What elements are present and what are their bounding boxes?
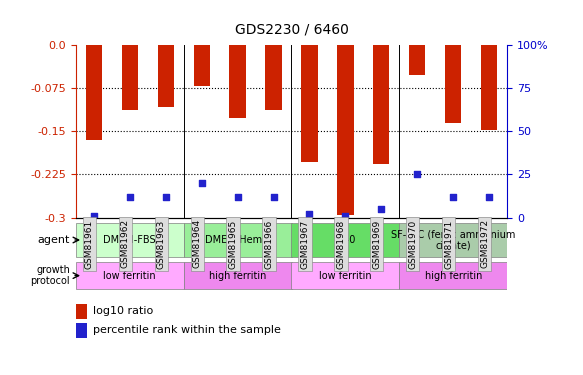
Point bbox=[413, 171, 422, 177]
Bar bbox=[76, 262, 184, 289]
Point bbox=[233, 194, 242, 200]
Text: SF-FAC (ferric ammonium
citrate): SF-FAC (ferric ammonium citrate) bbox=[391, 229, 515, 251]
Text: GSM81971: GSM81971 bbox=[444, 219, 454, 268]
Bar bbox=[265, 45, 282, 110]
Bar bbox=[301, 45, 318, 162]
Text: GSM81967: GSM81967 bbox=[300, 219, 310, 268]
Text: growth
protocol: growth protocol bbox=[30, 265, 70, 286]
Bar bbox=[399, 262, 507, 289]
Text: GSM81964: GSM81964 bbox=[192, 219, 202, 268]
Bar bbox=[76, 223, 184, 257]
Point bbox=[305, 211, 314, 217]
Text: GSM81965: GSM81965 bbox=[229, 219, 238, 268]
Bar bbox=[292, 223, 399, 257]
Bar bbox=[122, 45, 138, 110]
Text: low ferritin: low ferritin bbox=[319, 271, 372, 280]
Point bbox=[340, 213, 350, 219]
Bar bbox=[373, 45, 389, 164]
Bar bbox=[338, 45, 353, 215]
Text: GSM81968: GSM81968 bbox=[336, 219, 345, 268]
Bar bbox=[409, 45, 426, 75]
Point bbox=[161, 194, 170, 200]
Bar bbox=[399, 223, 507, 257]
Text: GSM81962: GSM81962 bbox=[121, 219, 129, 268]
Bar bbox=[481, 45, 497, 130]
Text: GSM81966: GSM81966 bbox=[265, 219, 273, 268]
Bar bbox=[445, 45, 461, 123]
Text: DMEM-FBS: DMEM-FBS bbox=[103, 235, 156, 245]
Point bbox=[89, 213, 99, 219]
Text: agent: agent bbox=[37, 235, 70, 245]
Text: low ferritin: low ferritin bbox=[103, 271, 156, 280]
Bar bbox=[157, 45, 174, 106]
Text: GSM81961: GSM81961 bbox=[85, 219, 94, 268]
Bar bbox=[184, 223, 292, 257]
Text: log10 ratio: log10 ratio bbox=[93, 306, 153, 316]
Text: DMEM-Hemin: DMEM-Hemin bbox=[205, 235, 271, 245]
Text: GDS2230 / 6460: GDS2230 / 6460 bbox=[234, 22, 349, 36]
Text: high ferritin: high ferritin bbox=[209, 271, 266, 280]
Text: high ferritin: high ferritin bbox=[424, 271, 482, 280]
Text: GSM81963: GSM81963 bbox=[157, 219, 166, 268]
Point bbox=[269, 194, 278, 200]
Point bbox=[197, 180, 206, 186]
Text: percentile rank within the sample: percentile rank within the sample bbox=[93, 325, 281, 335]
Bar bbox=[292, 262, 399, 289]
Bar bbox=[184, 262, 292, 289]
Point bbox=[484, 194, 494, 200]
Text: SF-0: SF-0 bbox=[335, 235, 356, 245]
Text: GSM81969: GSM81969 bbox=[373, 219, 381, 268]
Bar bbox=[86, 45, 102, 140]
Bar bbox=[194, 45, 210, 86]
Point bbox=[125, 194, 134, 200]
Bar bbox=[76, 322, 86, 338]
Point bbox=[377, 206, 386, 212]
Text: GSM81970: GSM81970 bbox=[408, 219, 417, 268]
Text: GSM81972: GSM81972 bbox=[480, 219, 489, 268]
Bar bbox=[230, 45, 245, 118]
Point bbox=[448, 194, 458, 200]
Bar bbox=[76, 304, 86, 319]
